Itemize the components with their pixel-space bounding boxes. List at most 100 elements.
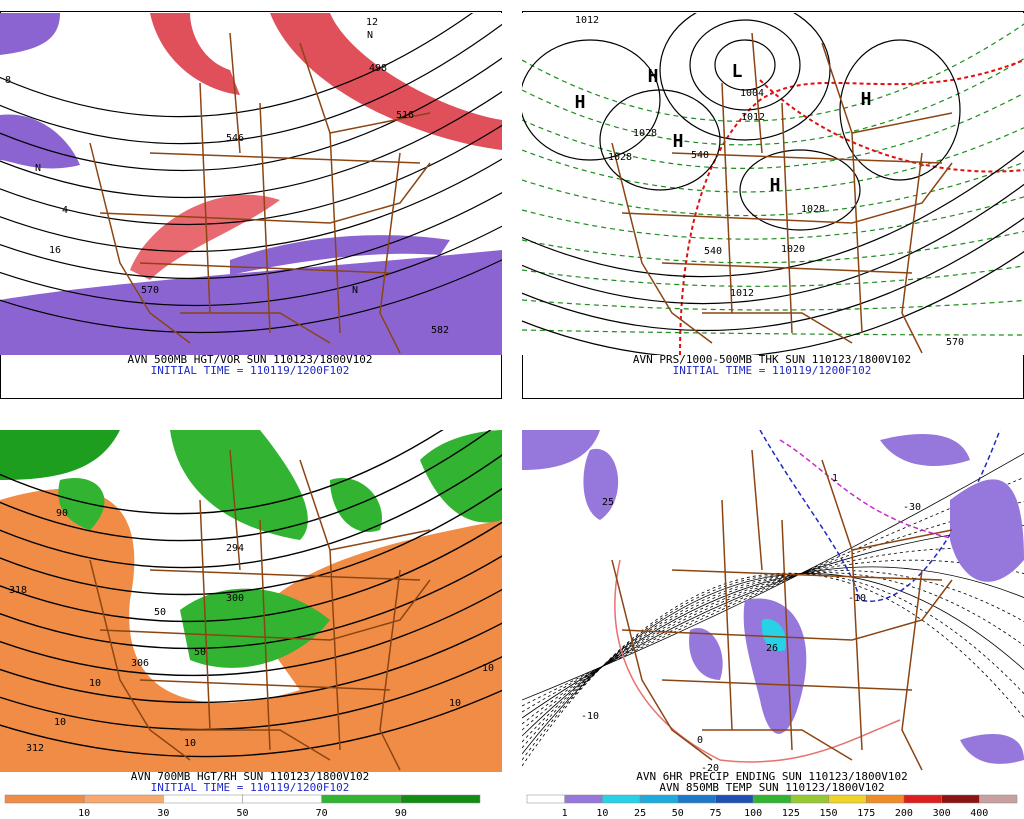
border [379,569,401,771]
contour-label: 25 [602,497,614,508]
contour-label: H [648,66,659,87]
border [702,729,853,761]
contour-label: 1004 [740,88,764,99]
contour [0,13,474,118]
color-bar-segment [400,794,481,804]
contour-label: 546 [226,133,244,144]
contour [0,191,502,280]
thickness-contour [522,196,1024,240]
map-area: N 498 516 546 570 582 8 16 4 N N 12 [0,13,502,355]
scale-label: 150 [820,808,838,819]
contour-label: 582 [431,325,449,336]
contour-label: -20 [701,763,719,774]
contour-label: 1028 [633,128,657,139]
contour-label: 540 [691,150,709,161]
precip-area [950,479,1024,582]
temp-contour [522,572,1024,749]
border [99,162,431,224]
contour [0,259,502,334]
contour-label: 306 [131,658,149,669]
border [329,132,341,334]
contour-label: -10 [848,593,866,604]
thickness-contour [522,230,1024,264]
contour-label: L [732,61,743,82]
border [99,579,431,641]
scale-label: 10 [596,808,608,819]
temp-contour [522,547,1024,725]
rh-area [420,430,502,523]
temp-contour [522,501,1024,713]
caption: AVN 500MB HGT/VOR SUN 110123/1800V102 [127,353,372,366]
border [751,449,763,571]
map-area: 25 26 0 -10 -20 -10 -30 1 [522,430,1024,774]
border [259,519,271,751]
contour [0,430,492,542]
color-bar-segment [941,794,980,804]
contour [0,57,502,172]
scale-label: 75 [709,808,721,819]
precip-area [689,628,723,680]
contour-label: 26 [766,643,778,654]
panel-precip: 25 26 0 -10 -20 -10 -30 1 AVN 6HR PRECIP ENDING … [522,430,1024,819]
scale-label: 25 [634,808,646,819]
isobar [739,149,861,231]
color-bar-segment [677,794,716,804]
temp-contour [759,430,1001,602]
border [139,262,391,274]
contour [0,487,502,596]
border [139,679,391,691]
scale-label: 200 [895,808,913,819]
contour [0,656,502,731]
scale-label: 125 [782,808,800,819]
contour-label: 10 [89,678,101,689]
contour-label: 1028 [608,152,632,163]
border [379,152,401,354]
border [661,679,913,691]
scale-label: 90 [395,808,407,819]
contour-label: N [367,30,373,41]
color-bar-segment [163,794,243,804]
contour-label: 1 [832,473,838,484]
rh-area [0,488,502,772]
border [329,549,341,751]
isobar [714,39,776,91]
border [851,549,863,751]
contour [0,90,502,199]
scale-label: 300 [933,808,951,819]
scale-label: 30 [157,808,169,819]
rh-area [170,430,308,540]
contour [0,689,502,758]
contour-label: 10 [449,698,461,709]
rh-area [250,520,502,690]
border [781,102,793,334]
color-bar-segment [752,794,792,804]
temp-contour [779,439,961,541]
contour [522,183,1024,305]
color-bar-segment [321,794,402,804]
border [149,152,421,164]
border [671,152,943,164]
panel-pressure: 1012 H H L 1004 1012 H 1028 1028 H H 1028 1020 540 540… [522,11,1024,399]
contour-label: 516 [396,110,414,121]
border [671,569,943,581]
color-bar-segment [4,794,85,804]
border [199,82,211,314]
border [299,459,431,551]
border [821,459,953,551]
contour-label: H [575,92,586,113]
contour [0,555,502,650]
scale-label: 70 [316,808,328,819]
border [229,32,241,154]
border [180,729,331,761]
vorticity-area [0,114,80,169]
color-bar-segment [903,794,942,804]
contour-label: 300 [226,593,244,604]
color-bar-segment [526,794,565,804]
contour-label: 570 [946,337,964,348]
border [89,559,191,761]
temp-contour [522,570,1024,743]
border [901,569,923,771]
border [299,42,431,134]
contour-label: 0 [697,735,703,746]
